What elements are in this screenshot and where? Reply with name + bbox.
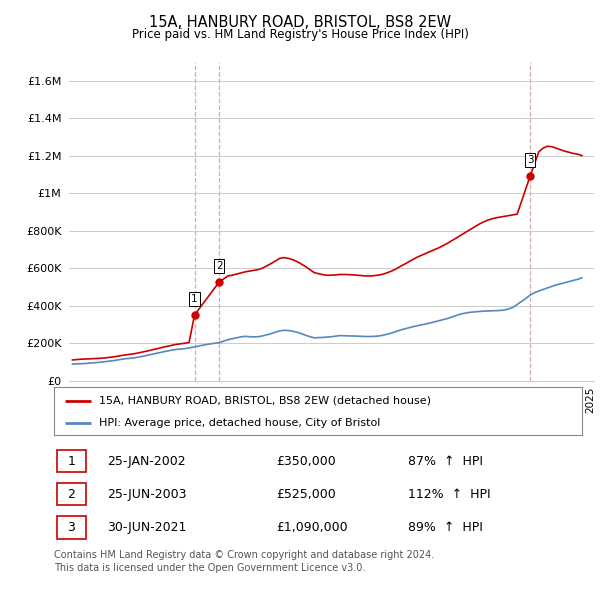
Text: £525,000: £525,000: [276, 487, 335, 501]
Text: Contains HM Land Registry data © Crown copyright and database right 2024.
This d: Contains HM Land Registry data © Crown c…: [54, 550, 434, 573]
Text: 89%  ↑  HPI: 89% ↑ HPI: [408, 520, 482, 534]
Text: 3: 3: [527, 155, 533, 165]
Text: 2: 2: [67, 487, 75, 501]
Text: 15A, HANBURY ROAD, BRISTOL, BS8 2EW: 15A, HANBURY ROAD, BRISTOL, BS8 2EW: [149, 15, 451, 30]
Text: £350,000: £350,000: [276, 454, 335, 468]
Text: 3: 3: [67, 520, 75, 534]
Text: 87%  ↑  HPI: 87% ↑ HPI: [408, 454, 483, 468]
Text: 2: 2: [216, 261, 223, 271]
Text: 112%  ↑  HPI: 112% ↑ HPI: [408, 487, 490, 501]
Text: 1: 1: [67, 454, 75, 468]
FancyBboxPatch shape: [56, 450, 86, 473]
Text: 25-JUN-2003: 25-JUN-2003: [107, 487, 187, 501]
Text: HPI: Average price, detached house, City of Bristol: HPI: Average price, detached house, City…: [99, 418, 380, 428]
Text: 25-JAN-2002: 25-JAN-2002: [107, 454, 185, 468]
FancyBboxPatch shape: [56, 516, 86, 539]
Text: 15A, HANBURY ROAD, BRISTOL, BS8 2EW (detached house): 15A, HANBURY ROAD, BRISTOL, BS8 2EW (det…: [99, 395, 431, 405]
FancyBboxPatch shape: [56, 483, 86, 506]
Text: £1,090,000: £1,090,000: [276, 520, 347, 534]
Text: Price paid vs. HM Land Registry's House Price Index (HPI): Price paid vs. HM Land Registry's House …: [131, 28, 469, 41]
Text: 1: 1: [191, 294, 198, 304]
Text: 30-JUN-2021: 30-JUN-2021: [107, 520, 186, 534]
